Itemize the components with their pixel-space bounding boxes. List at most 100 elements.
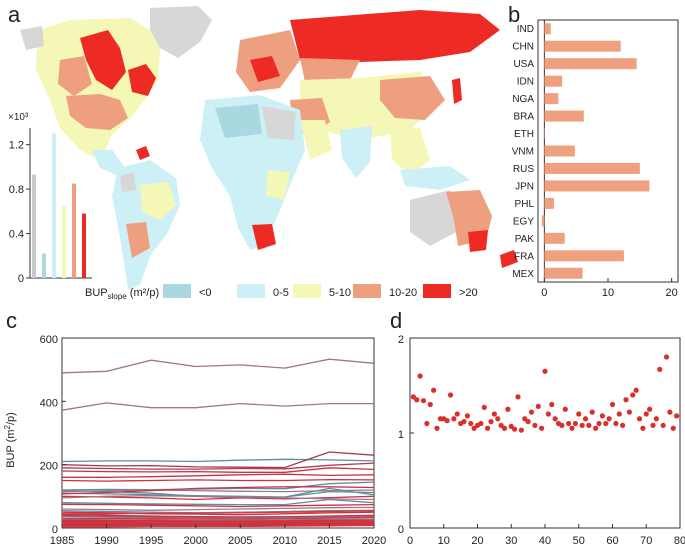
inset-bar-chart: ×10³ 0 0.4 0.8 1.2 xyxy=(8,112,92,285)
series-line xyxy=(61,402,374,411)
bar-ind xyxy=(544,23,551,35)
inset-bar xyxy=(42,253,46,278)
scatter-point xyxy=(647,406,653,412)
scatter-point xyxy=(562,406,568,412)
series-line xyxy=(61,498,375,506)
scatter-point xyxy=(501,425,508,431)
panel-d-xtick-label: 20 xyxy=(471,535,483,547)
panel-d-xtick-label: 30 xyxy=(505,535,517,547)
panel-c-letter: c xyxy=(6,308,17,333)
scatter-point xyxy=(491,411,497,417)
scatter-point xyxy=(451,416,457,422)
map-region-alaska xyxy=(20,26,44,50)
scatter-point xyxy=(636,416,643,422)
scatter-point xyxy=(599,413,605,419)
series-line xyxy=(61,503,375,508)
inset-ytick-label: 0.4 xyxy=(9,229,24,241)
scatter-point xyxy=(532,422,538,428)
category-label: FRA xyxy=(514,251,534,262)
scatter-point xyxy=(566,420,572,427)
bar-nga xyxy=(544,93,559,105)
scatter-point xyxy=(464,413,470,419)
map-region-japan xyxy=(452,78,462,104)
series-line xyxy=(62,524,375,528)
scatter-point xyxy=(420,398,427,404)
panel-c-xtick-label: 2005 xyxy=(228,535,252,547)
panel-d-xtick-label: 50 xyxy=(573,535,585,547)
series-line xyxy=(61,516,375,520)
series-line xyxy=(61,506,375,511)
panel-c-ytick-label: 400 xyxy=(40,397,58,409)
series-line xyxy=(61,495,375,501)
bar-phl xyxy=(544,197,554,209)
category-label: BRA xyxy=(513,112,534,123)
category-label: ETH xyxy=(514,129,534,140)
inset-bar xyxy=(32,174,36,278)
scatter-point xyxy=(674,413,680,419)
scatter-point xyxy=(670,425,676,431)
series-line xyxy=(61,486,375,495)
scatter-point xyxy=(650,422,656,428)
panel-a-map: a xyxy=(8,2,518,301)
scatter-point xyxy=(545,411,551,417)
scatter-point xyxy=(552,416,558,422)
map-region-sahara xyxy=(215,104,262,138)
panel-c-xtick-label: 1985 xyxy=(50,535,74,547)
series-line xyxy=(62,510,375,515)
panel-c-ytick-label: 200 xyxy=(40,461,58,473)
panel-c-ytick-label: 0 xyxy=(52,524,58,536)
category-label: USA xyxy=(513,59,534,70)
series-line xyxy=(61,495,375,501)
panel-d-xtick-label: 80 xyxy=(674,535,685,547)
scatter-point xyxy=(643,411,649,417)
scatter-point xyxy=(630,392,636,398)
inset-bar xyxy=(52,133,56,278)
series-line xyxy=(62,516,375,520)
scatter-point xyxy=(586,422,592,428)
series-line xyxy=(61,489,375,493)
panel-d-xtick-label: 70 xyxy=(640,535,652,547)
map-region-arabia xyxy=(300,120,332,160)
scatter-point xyxy=(434,425,440,431)
panel-d-frame xyxy=(409,337,681,529)
panel-d-letter: d xyxy=(390,308,402,333)
bar-mex xyxy=(544,267,583,279)
scatter-point xyxy=(539,425,545,431)
scatter-point xyxy=(468,420,474,427)
scatter-point xyxy=(572,420,578,427)
map-region-sa-orange xyxy=(126,222,150,258)
map-region-sa-hot xyxy=(136,146,150,160)
map-region-usa-hot xyxy=(128,64,156,96)
scatter-point xyxy=(512,426,518,432)
scatter-point xyxy=(667,409,673,415)
series-line xyxy=(61,467,375,473)
inset-exponent-label: ×10³ xyxy=(8,112,29,123)
scatter-point xyxy=(589,409,595,415)
bar-eth xyxy=(544,128,545,140)
bar-bra xyxy=(544,110,584,122)
scatter-point xyxy=(444,418,450,424)
series-line xyxy=(61,511,375,516)
map-region-canada-orange xyxy=(58,56,92,96)
bar-vnm xyxy=(544,145,575,157)
bar-idn xyxy=(544,75,563,87)
legend-label: 10-20 xyxy=(389,287,417,299)
legend-label: 0-5 xyxy=(273,287,289,299)
map-region-usa-orange xyxy=(66,94,128,130)
map-region-europe-hot xyxy=(250,56,280,82)
category-label: VNM xyxy=(512,147,534,158)
series-line xyxy=(61,451,375,469)
panel-c-line-chart: c BUP (m2/p) 0 200 400 600 1985 1990 1995 2000 2… xyxy=(3,308,386,547)
series-line xyxy=(61,478,375,482)
scatter-point xyxy=(515,394,521,400)
scatter-point xyxy=(653,416,659,422)
bar-rus xyxy=(544,162,640,174)
scatter-point xyxy=(613,420,619,427)
scatter-point xyxy=(640,425,646,431)
panel-d-xtick-label: 0 xyxy=(407,535,413,547)
legend-swatch xyxy=(423,284,451,298)
panel-c-xtick-label: 1995 xyxy=(139,535,163,547)
panel-d-ytick-label: 2 xyxy=(398,334,404,346)
map-region-north-america xyxy=(36,18,160,160)
